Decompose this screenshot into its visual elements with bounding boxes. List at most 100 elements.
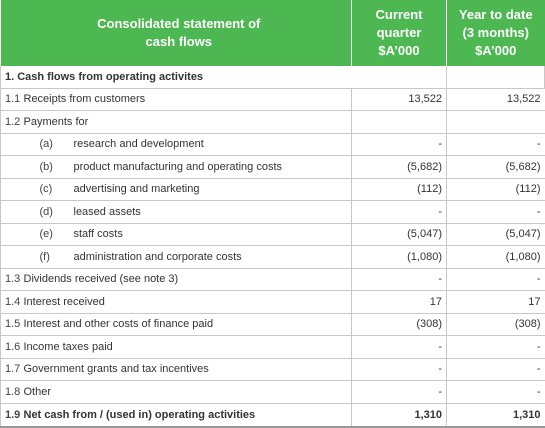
current-quarter-value: -: [351, 380, 447, 404]
table-row: 1.6 Income taxes paid - -: [0, 335, 545, 359]
row-number: [0, 200, 21, 224]
table-row: 1.7 Government grants and tax incentives -…: [0, 358, 545, 381]
row-label: Interest received: [20, 290, 352, 314]
table-header: Consolidated statement of cash flows Cur…: [0, 0, 545, 66]
year-to-date-value: 17: [446, 290, 545, 314]
section-ytd-cell: [446, 66, 545, 89]
sub-item: (f) administration and corporate costs: [21, 251, 352, 263]
year-to-date-value: [446, 110, 545, 134]
table-row: (e) staff costs (5,047) (5,047): [0, 223, 545, 246]
row-label-cell: (d) leased assets: [20, 200, 352, 224]
row-number: 1.4: [0, 290, 21, 314]
row-number: 1.6: [0, 335, 21, 359]
table-row: 1.1 Receipts from customers 13,522 13,522: [0, 88, 545, 111]
year-to-date-value: -: [446, 200, 545, 224]
table-row: (c) advertising and marketing (112) (112): [0, 178, 545, 201]
row-label: Other: [20, 380, 352, 404]
year-to-date-value: -: [446, 358, 545, 381]
row-label: Interest and other costs of finance paid: [20, 313, 352, 336]
sub-item-letter: (e): [39, 228, 53, 241]
row-label-cell: (c) advertising and marketing: [20, 178, 352, 201]
year-to-date-value: (308): [446, 313, 545, 336]
year-to-date-value: -: [446, 335, 545, 359]
year-to-date-header: Year to date (3 months) $A’000: [446, 0, 545, 66]
table-body: 1. Cash flows from operating activites 1…: [0, 66, 545, 428]
current-quarter-value: -: [351, 133, 447, 156]
current-quarter-value: (112): [351, 178, 447, 201]
section-row: 1. Cash flows from operating activites: [0, 66, 545, 89]
table-row: 1.3 Dividends received (see note 3) - -: [0, 268, 545, 291]
current-header-line-3: $A’000: [378, 43, 420, 58]
sub-item-letter: (a): [39, 138, 53, 151]
row-number: [0, 245, 21, 269]
row-number: 1.8: [0, 380, 21, 404]
table-row: 1.5 Interest and other costs of finance p…: [0, 313, 545, 336]
sub-item: (b) product manufacturing and operating c…: [21, 161, 352, 173]
statement-title: Consolidated statement of cash flows: [0, 0, 352, 66]
row-label-cell: (a) research and development: [20, 133, 352, 156]
current-quarter-value: 17: [351, 290, 447, 314]
sub-item: (e) staff costs: [21, 228, 352, 240]
row-number: 1.3: [0, 268, 21, 291]
current-header-line-2: quarter: [376, 25, 422, 40]
total-row-number: 1.9: [0, 402, 21, 428]
current-quarter-value: 13,522: [351, 88, 447, 111]
current-quarter-header: Current quarter $A’000: [351, 0, 447, 66]
total-year-to-date-value: 1,310: [446, 402, 545, 428]
year-to-date-value: (5,682): [446, 155, 545, 179]
year-to-date-value: (1,080): [446, 245, 545, 269]
row-label-cell: (f) administration and corporate costs: [20, 245, 352, 269]
table-row: 1.8 Other - -: [0, 380, 545, 404]
title-line-1: Consolidated statement of: [97, 16, 261, 31]
year-to-date-value: -: [446, 380, 545, 404]
row-label: research and development: [73, 138, 204, 151]
ytd-header-line-3: $A’000: [475, 43, 517, 58]
table-row: (f) administration and corporate costs (1,…: [0, 245, 545, 269]
row-label: staff costs: [73, 228, 123, 241]
year-to-date-value: -: [446, 268, 545, 291]
current-quarter-value: [351, 110, 447, 134]
sub-item-letter: (f): [39, 250, 50, 263]
table-row: 1.4 Interest received 17 17: [0, 290, 545, 314]
row-number: 1.5: [0, 313, 21, 336]
table-row: (b) product manufacturing and operating c…: [0, 155, 545, 179]
current-quarter-value: (308): [351, 313, 447, 336]
current-quarter-value: (1,080): [351, 245, 447, 269]
row-number: [0, 155, 21, 179]
section-current-cell: [351, 66, 447, 89]
total-current-quarter-value: 1,310: [351, 402, 447, 428]
current-quarter-value: -: [351, 200, 447, 224]
sub-item-letter: (d): [39, 205, 53, 218]
sub-item-letter: (b): [39, 160, 53, 173]
current-quarter-value: -: [351, 358, 447, 381]
current-header-line-1: Current: [375, 7, 423, 22]
sub-item-letter: (c): [39, 183, 53, 196]
row-number: [0, 133, 21, 156]
row-label: product manufacturing and operating cost…: [73, 160, 283, 173]
row-label-cell: (b) product manufacturing and operating c…: [20, 155, 352, 179]
row-label: leased assets: [73, 205, 141, 218]
year-to-date-value: (5,047): [446, 223, 545, 246]
row-label: Dividends received (see note 3): [20, 268, 352, 291]
current-quarter-value: (5,682): [351, 155, 447, 179]
sub-item: (c) advertising and marketing: [21, 183, 352, 195]
row-number: 1.2: [0, 110, 21, 134]
table-row: (a) research and development - -: [0, 133, 545, 156]
row-number: 1.1: [0, 88, 21, 111]
row-label: Receipts from customers: [20, 88, 352, 111]
row-number: [0, 223, 21, 246]
row-number: 1.7: [0, 358, 21, 381]
total-row-label: Net cash from / (used in) operating acti…: [20, 402, 352, 428]
sub-item: (a) research and development: [21, 138, 352, 150]
row-label: Income taxes paid: [20, 335, 352, 359]
row-label: Payments for: [20, 110, 352, 134]
section-title: 1. Cash flows from operating activites: [0, 66, 352, 89]
ytd-header-line-2: (3 months): [462, 25, 529, 40]
row-label: advertising and marketing: [73, 183, 200, 196]
row-label: Government grants and tax incentives: [20, 358, 352, 381]
year-to-date-value: 13,522: [446, 88, 545, 111]
year-to-date-value: -: [446, 133, 545, 156]
current-quarter-value: -: [351, 335, 447, 359]
